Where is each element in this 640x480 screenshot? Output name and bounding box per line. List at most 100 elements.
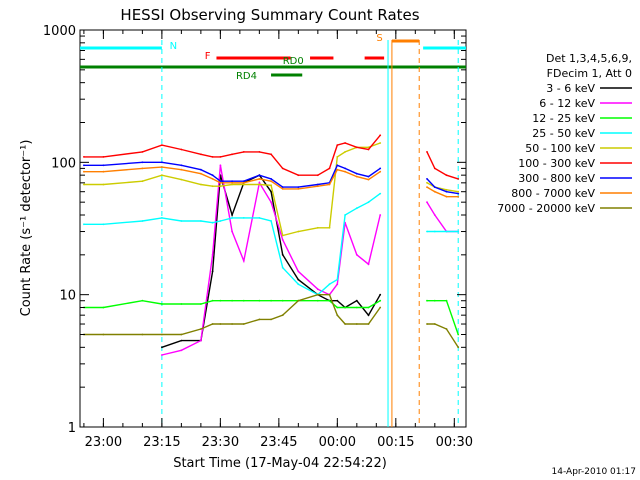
x-tick-label: 00:15 (377, 435, 414, 450)
data-point (297, 174, 300, 177)
state-bar-f-label: F (205, 51, 211, 62)
data-point (379, 167, 382, 170)
data-point (270, 220, 272, 222)
data-point (457, 195, 460, 198)
data-point (258, 299, 261, 302)
data-point (219, 156, 222, 158)
data-point (336, 306, 339, 309)
data-point (336, 299, 339, 302)
data-point (102, 223, 105, 226)
data-point (445, 188, 448, 191)
data-point (367, 175, 370, 178)
data-point (270, 299, 272, 302)
series-line-6 (83, 161, 459, 195)
data-point (379, 293, 382, 296)
data-point (83, 156, 85, 158)
data-point (161, 303, 163, 305)
chart-title: HESSI Observing Summary Count Rates (120, 6, 419, 24)
data-point (355, 172, 358, 175)
data-point (316, 174, 319, 177)
data-point (316, 293, 319, 296)
data-point (180, 168, 183, 171)
data-point (433, 186, 436, 189)
data-point (200, 168, 202, 171)
data-point (445, 195, 448, 198)
data-point (102, 333, 105, 336)
data-point (161, 333, 163, 336)
data-point (231, 299, 234, 302)
legend-entry-label: 6 - 12 keV (539, 97, 595, 110)
data-point (270, 184, 272, 187)
data-point (83, 170, 85, 173)
data-point (281, 299, 284, 302)
data-point (180, 349, 183, 352)
data-point (200, 303, 202, 305)
data-point (344, 170, 346, 173)
data-point (141, 151, 144, 153)
data-point (297, 270, 300, 273)
data-point (180, 339, 183, 342)
state-bar-n-label: N (170, 41, 177, 52)
data-point (367, 178, 370, 181)
data-point (102, 164, 105, 167)
data-point (367, 201, 370, 204)
data-point (231, 323, 234, 325)
data-point (379, 134, 382, 137)
state-bar-s-label: S (376, 33, 382, 44)
data-point (231, 230, 234, 233)
data-point (433, 299, 436, 302)
data-point (297, 299, 300, 302)
event-lines (161, 40, 459, 427)
data-point (242, 217, 245, 219)
data-point (316, 288, 319, 291)
data-point (379, 192, 382, 195)
data-point (297, 278, 300, 281)
data-point (258, 181, 261, 184)
data-point (231, 153, 234, 156)
data-point (141, 167, 144, 170)
data-point (258, 151, 261, 153)
data-point (270, 153, 272, 156)
series-line-8 (83, 294, 459, 348)
series-lines (83, 134, 460, 356)
data-point (445, 328, 448, 330)
data-point (141, 220, 144, 222)
data-point (200, 153, 202, 156)
axes-ticks: 1 10 100 1000 23:00 23:15 23:30 23:45 00:00 00:15… (43, 24, 473, 450)
data-point (316, 226, 319, 229)
data-point (211, 178, 214, 180)
data-point (426, 151, 428, 153)
data-point (328, 183, 331, 186)
data-point (219, 299, 222, 302)
data-point (355, 323, 358, 325)
data-point (457, 230, 460, 233)
data-point (457, 192, 460, 195)
data-point (281, 167, 284, 170)
data-point (180, 148, 183, 151)
data-point (211, 174, 214, 177)
data-point (231, 181, 234, 184)
data-point (242, 299, 245, 302)
data-point (433, 323, 436, 325)
data-point (355, 306, 358, 309)
data-point (355, 299, 358, 302)
data-point (211, 156, 214, 158)
data-point (219, 220, 222, 222)
data-point (445, 299, 448, 302)
data-point (211, 270, 214, 273)
data-point (328, 226, 331, 229)
y-tick-label: 100 (51, 156, 76, 171)
data-point (379, 170, 382, 173)
data-point (211, 253, 214, 256)
state-bar-rd0-label: RD0 (283, 56, 304, 67)
data-point (281, 234, 284, 237)
data-point (426, 201, 428, 204)
data-point (161, 174, 163, 177)
data-point (102, 170, 105, 173)
data-point (258, 178, 261, 180)
data-point (457, 346, 460, 349)
footer-timestamp: 14-Apr-2010 01:17 (552, 467, 636, 477)
data-point (102, 183, 105, 186)
data-point (426, 323, 428, 325)
y-axis-label: Count Rate (s⁻¹ detector⁻¹) (19, 140, 34, 317)
